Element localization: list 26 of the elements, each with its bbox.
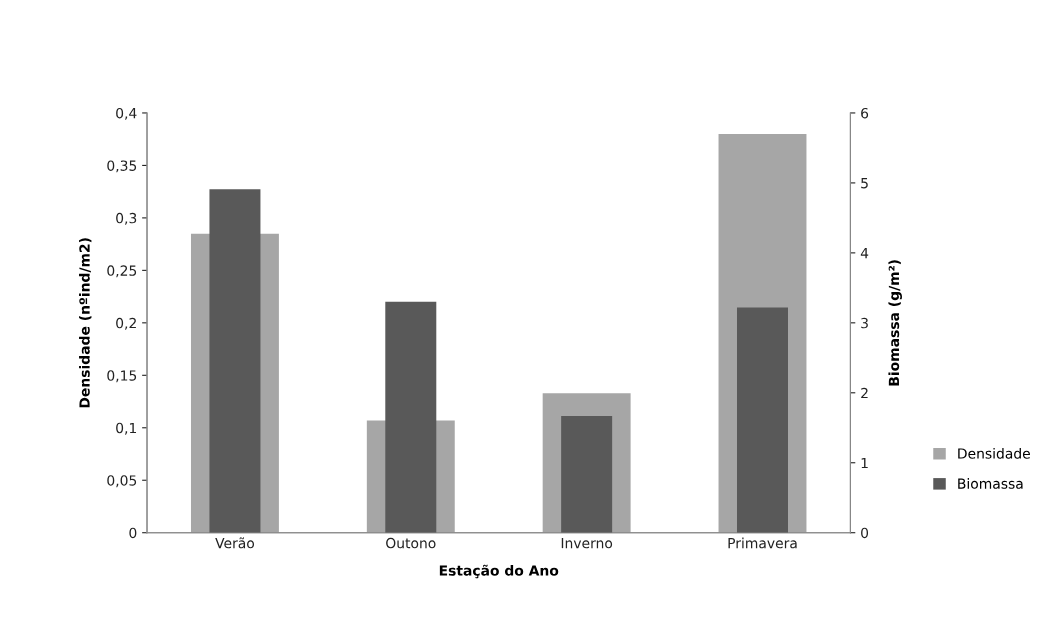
y2-tick-label: 1	[861, 457, 868, 469]
y2-axis-title: Biomassa (g/m²)	[888, 260, 902, 386]
y2-tick-label: 3	[861, 317, 868, 329]
legend-label: Densidade	[958, 447, 1030, 459]
y-tick-label: 0,4	[116, 107, 137, 120]
y2-tick-label: 6	[861, 107, 869, 119]
x-tick-label: Primavera	[728, 537, 797, 549]
y-tick-label: 0,05	[107, 475, 137, 488]
y2-tick-label: 2	[861, 387, 868, 399]
y-tick-label: 0	[129, 527, 137, 539]
y2-tick-label: 5	[861, 178, 868, 189]
y-axis-title: Densidade (nºind/m2)	[79, 238, 92, 408]
bar	[737, 307, 788, 533]
x-tick-label: Verão	[215, 537, 255, 549]
y-tick-label: 0,35	[107, 160, 137, 173]
y-tick-label: 0,15	[107, 370, 137, 383]
x-axis-title: Estação do Ano	[439, 564, 559, 579]
y2-tick-label: 0	[861, 527, 869, 539]
x-tick-label: Outono	[386, 537, 436, 549]
y2-tick-label: 4	[860, 248, 869, 259]
y-tick-label: 0,25	[107, 265, 137, 278]
y-tick-label: 0,3	[116, 212, 137, 225]
x-tick-label: Inverno	[561, 538, 613, 549]
y-tick-label: 0,1	[116, 422, 137, 435]
y-tick-label: 0,2	[116, 317, 136, 330]
legend-label: Biomassa	[958, 478, 1023, 489]
